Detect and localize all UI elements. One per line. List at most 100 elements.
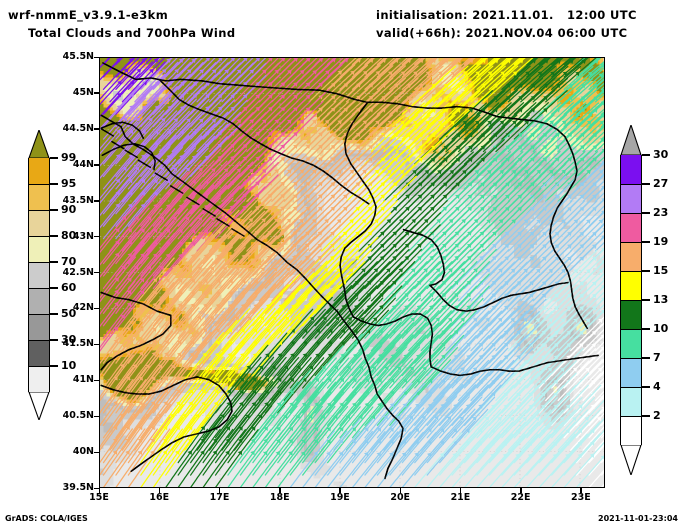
colorbar-tick [50,365,58,367]
colorbar-tick [50,261,58,263]
lat-tick-label: 39.5N [62,482,94,493]
lon-tick-mark [520,487,522,493]
colorbar-tick [642,386,650,388]
lat-tick-mark [94,487,100,489]
lat-tick-label: 40.5N [62,410,94,422]
colorbar-tick-label: 2 [653,409,661,422]
colorbar-segment [620,329,642,358]
lat-tick-label: 41.5N [62,338,94,350]
lon-tick-mark [339,487,341,493]
render-timestamp: 2021-11-01-23:04 [598,514,678,523]
lat-tick-label: 45.5N [62,51,94,62]
colorbar-segment [28,366,50,392]
colorbar-tick-label: 7 [653,351,661,364]
colorbar-tick-label: 99 [61,151,77,164]
initialisation-time: initialisation: 2021.11.01. 12:00 UTC [376,8,637,22]
lat-tick-mark [94,272,100,274]
colorbar-segment [620,271,642,300]
colorbar-tick [50,235,58,237]
colorbar-tick-label: 30 [61,333,77,346]
colorbar-tick [50,339,58,341]
lon-tick-label: 22E [510,492,531,503]
colorbar-top-arrow [620,123,642,156]
lat-tick-label: 41N [72,374,94,386]
colorbar-segment [620,242,642,271]
lon-tick-mark [218,487,221,493]
lon-tick-label: 18E [269,492,290,503]
lon-tick-mark [98,487,100,493]
colorbar-tick [50,313,58,315]
colorbar-top-arrow [28,128,50,159]
colorbar-tick-label: 80 [61,229,77,242]
colorbar-bottom-arrow [620,444,642,477]
lat-tick-label: 42N [72,302,94,314]
colorbar-tick [642,357,650,359]
colorbar-tick [642,328,650,330]
colorbar-segment [621,155,641,184]
colorbar-segment [28,184,50,210]
colorbar-tick-label: 15 [653,264,669,277]
lon-tick-label: 17E [209,492,230,503]
colorbar-segment [28,262,50,288]
colorbar-tick-label: 60 [61,281,77,294]
lon-tick-label: 19E [330,492,350,503]
lat-tick-label: 44N [72,158,94,170]
lat-tick-label: 43.5N [62,194,94,206]
lat-tick-mark [94,343,100,346]
lat-tick-mark [94,415,100,418]
model-title: wrf-nmmE_v3.9.1-e3km [8,8,169,22]
colorbar-tick [642,415,650,417]
colorbar-segment [28,314,50,340]
colorbar-segment [620,358,642,387]
lat-tick-mark [94,379,100,382]
lon-tick-mark [279,487,281,493]
lat-tick-mark [94,200,100,202]
colorbar-tick-label: 19 [653,235,669,248]
colorbar-tick [642,299,650,301]
lat-tick-mark [94,451,100,453]
lon-tick-label: 15E [89,492,109,503]
colorbar-tick [642,241,650,243]
lat-tick-label: 45N [72,86,94,98]
lon-tick-mark [580,487,582,493]
colorbar-tick [50,183,58,185]
colorbar-segment [620,300,642,329]
colorbar-segment [28,288,50,314]
lon-tick-mark [158,487,161,493]
lat-tick-mark [94,164,100,166]
lon-tick-label: 23E [571,492,591,503]
lat-tick-mark [94,56,100,58]
lat-tick-label: 42.5N [62,266,94,278]
colorbar-tick-label: 13 [653,293,669,306]
colorbar-bottom-arrow [28,391,50,422]
lat-tick-label: 40N [72,446,94,458]
lat-tick-mark [94,307,100,310]
colorbar-body [620,155,642,445]
colorbar-tick [642,154,650,156]
colorbar-tick-label: 23 [653,206,669,219]
colorbar-segment [28,236,50,262]
colorbar-tick [50,209,58,211]
colorbar-segment [620,184,642,213]
colorbar-tick [642,212,650,214]
lon-tick-mark [399,487,402,493]
lon-tick-label: 20E [390,492,411,503]
colorbar-segment [620,213,642,242]
grads-credit: GrADS: COLA/IGES [5,514,88,523]
lat-tick-label: 44.5N [62,122,94,134]
lon-tick-mark [459,487,462,493]
colorbar-tick-label: 90 [61,203,77,216]
colorbar-segment [28,340,50,366]
colorbar-tick-label: 95 [61,177,77,190]
colorbar-segment [620,387,642,416]
colorbar-tick-label: 70 [61,255,77,268]
colorbar-tick [50,287,58,289]
colorbar-tick-label: 10 [653,322,669,335]
colorbar-tick [642,270,650,272]
field-title: Total Clouds and 700hPa Wind [28,26,236,40]
map-plot-area [99,57,605,488]
colorbar-tick-label: 10 [61,359,77,372]
colorbar-tick-label: 30 [653,148,669,161]
colorbar-tick-label: 4 [653,380,661,393]
colorbar-segment [620,416,642,445]
